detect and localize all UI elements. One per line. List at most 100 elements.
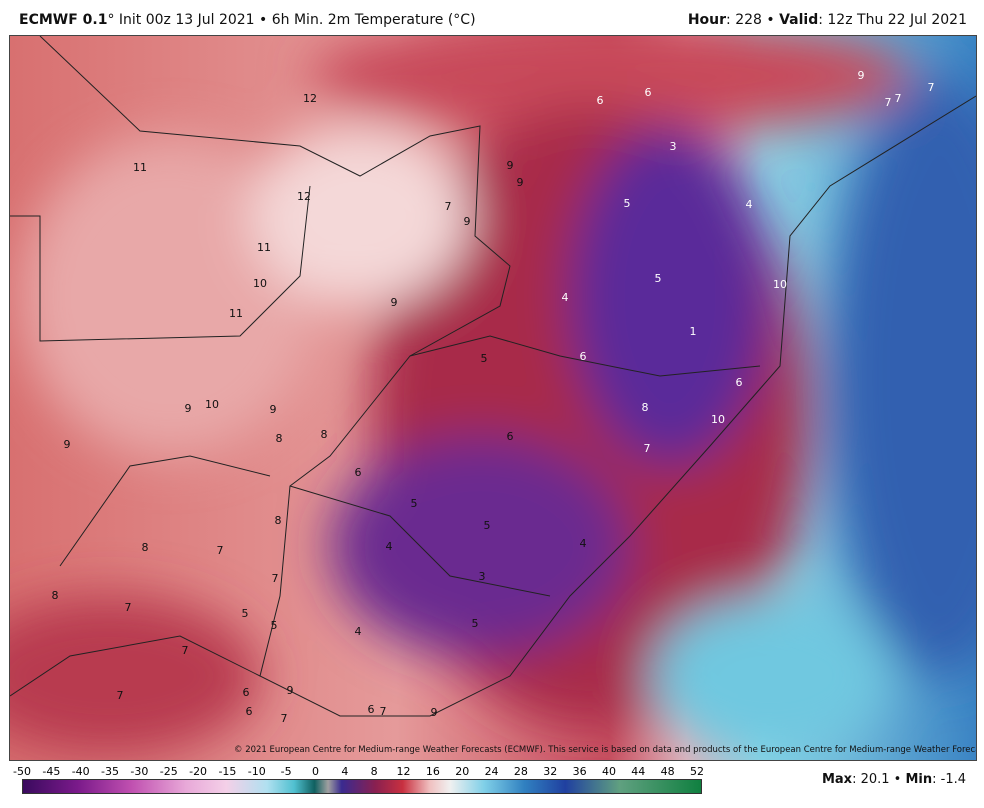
temperature-label: 8 [276, 432, 283, 445]
temperature-label: 10 [773, 278, 787, 291]
temperature-label: 10 [205, 398, 219, 411]
temperature-label: 7 [928, 81, 935, 94]
temperature-label: 8 [642, 401, 649, 414]
valid-label: Valid [779, 12, 819, 28]
temperature-label: 7 [445, 200, 452, 213]
temperature-label: 7 [272, 572, 279, 585]
colorbar-tick: -30 [130, 765, 149, 778]
temperature-label: 7 [885, 96, 892, 109]
colorbar-tick: 0 [311, 765, 319, 778]
temperature-label: 6 [580, 350, 587, 363]
colorbar-tick: -15 [218, 765, 237, 778]
temperature-label: 4 [355, 625, 362, 638]
colorbar-tick: -50 [13, 765, 31, 778]
temperature-label: 11 [257, 241, 271, 254]
title: ECMWF 0.1° Init 00z 13 Jul 2021 • 6h Min… [19, 12, 476, 28]
colorbar-tick: 36 [572, 765, 587, 778]
temperature-label: 5 [411, 497, 418, 510]
colorbar-tick: 4 [341, 765, 349, 778]
temperature-label: 9 [507, 159, 514, 172]
temperature-label: 5 [271, 619, 278, 632]
temperature-label: 5 [472, 617, 479, 630]
temperature-label: 9 [431, 706, 438, 719]
temperature-label: 8 [52, 589, 59, 602]
temperature-label: 5 [624, 197, 631, 210]
temperature-field [10, 36, 976, 756]
colorbar-tick: -5 [280, 765, 292, 778]
colorbar-tick: -35 [101, 765, 120, 778]
temperature-label: 6 [243, 686, 250, 699]
hour-label: Hour [687, 12, 727, 28]
temperature-label: 10 [253, 277, 267, 290]
temperature-label: 5 [242, 607, 249, 620]
colorbar-tick: 16 [425, 765, 440, 778]
colorbar [22, 779, 702, 794]
colorbar-tick: 44 [631, 765, 646, 778]
copyright: © 2021 European Centre for Medium-range … [234, 745, 977, 755]
temperature-label: 3 [479, 570, 486, 583]
colorbar-tick: 28 [513, 765, 528, 778]
temperature-label: 6 [246, 705, 253, 718]
colorbar-tick: 24 [484, 765, 499, 778]
temperature-label: 12 [303, 92, 317, 105]
colorbar-tick: -40 [71, 765, 90, 778]
temperature-label: 7 [125, 601, 132, 614]
temperature-label: 5 [481, 352, 488, 365]
min-value: : -1.4 [932, 772, 966, 787]
temperature-label: 4 [386, 540, 393, 553]
temperature-label: 9 [391, 296, 398, 309]
max-value: : 20.1 • [852, 772, 906, 787]
description: ° Init 00z 13 Jul 2021 • 6h Min. 2m Temp… [107, 12, 476, 28]
temperature-label: 7 [380, 705, 387, 718]
temperature-label: 4 [746, 198, 753, 211]
colorbar-tick: 48 [660, 765, 675, 778]
colorbar-tick: 32 [543, 765, 558, 778]
temperature-label: 9 [858, 69, 865, 82]
temperature-label: 6 [368, 703, 375, 716]
max-min: Max: 20.1 • Min: -1.4 [822, 772, 966, 787]
temperature-label: 7 [644, 442, 651, 455]
temperature-label: 1 [690, 325, 697, 338]
temperature-label: 7 [895, 92, 902, 105]
colorbar-tick: -25 [159, 765, 178, 778]
valid-info: Hour: 228 • Valid: 12z Thu 22 Jul 2021 [688, 12, 967, 28]
temperature-label: 9 [464, 215, 471, 228]
temperature-label: 9 [64, 438, 71, 451]
colorbar-tick: 40 [601, 765, 616, 778]
min-label: Min [905, 772, 933, 787]
temperature-label: 9 [185, 402, 192, 415]
temperature-label: 9 [517, 176, 524, 189]
temperature-label: 6 [597, 94, 604, 107]
temperature-label: 12 [297, 190, 311, 203]
temperature-label: 6 [736, 376, 743, 389]
temperature-label: 7 [281, 712, 288, 725]
temperature-label: 7 [182, 644, 189, 657]
temperature-label: 11 [133, 161, 147, 174]
temperature-label: 5 [655, 272, 662, 285]
model: ECMWF 0.1 [19, 12, 108, 28]
hour-value: : 228 • [726, 12, 780, 28]
temperature-label: 10 [711, 413, 725, 426]
colorbar-tick: 20 [455, 765, 470, 778]
temperature-label: 9 [287, 684, 294, 697]
temperature-label: 7 [217, 544, 224, 557]
temperature-label: 8 [321, 428, 328, 441]
temperature-label: 4 [562, 291, 569, 304]
temperature-label: 6 [355, 466, 362, 479]
borders [10, 36, 976, 717]
temperature-label: 8 [275, 514, 282, 527]
colorbar-tick: -45 [42, 765, 61, 778]
temperature-label: 6 [645, 86, 652, 99]
temperature-label: 5 [484, 519, 491, 532]
temperature-label: 4 [580, 537, 587, 550]
valid-value: : 12z Thu 22 Jul 2021 [818, 12, 967, 28]
max-label: Max [821, 772, 853, 787]
temperature-label: 9 [270, 403, 277, 416]
colorbar-tick: -20 [189, 765, 208, 778]
temperature-label: 7 [117, 689, 124, 702]
colorbar-tick: 8 [370, 765, 378, 778]
colorbar-tick: 12 [396, 765, 411, 778]
temperature-label: 8 [142, 541, 149, 554]
